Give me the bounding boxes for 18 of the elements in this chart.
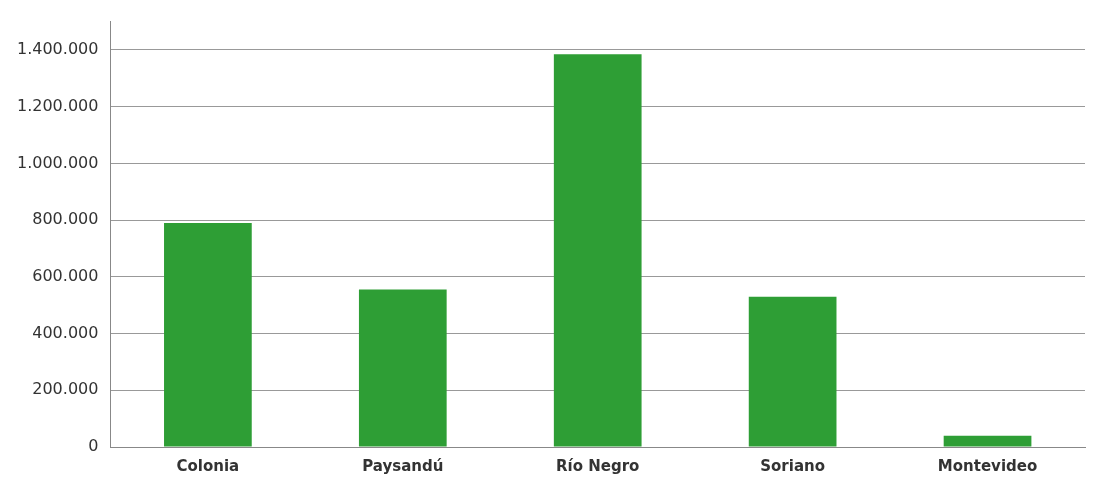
bar (358, 289, 447, 447)
y-tick-label: 800.000 (32, 209, 99, 229)
x-tick-label: Colonia (176, 456, 240, 475)
y-tick-label: 1.200.000 (16, 95, 99, 115)
y-tick-label: 200.000 (32, 379, 99, 399)
bar (553, 54, 642, 447)
x-tick-label: Río Negro (556, 456, 640, 475)
y-tick-label: 1.000.000 (16, 152, 99, 172)
y-tick-label: 400.000 (32, 322, 99, 342)
y-tick-label: 1.400.000 (16, 39, 99, 59)
bar (748, 296, 837, 447)
bar (164, 222, 252, 447)
y-tick-label: 0 (88, 436, 99, 456)
y-tick-label: 600.000 (32, 266, 99, 285)
bar (943, 435, 1032, 447)
x-tick-label: Soriano (760, 456, 826, 475)
x-tick-label: Montevideo (937, 456, 1038, 475)
x-tick-label: Paysandú (362, 456, 444, 475)
